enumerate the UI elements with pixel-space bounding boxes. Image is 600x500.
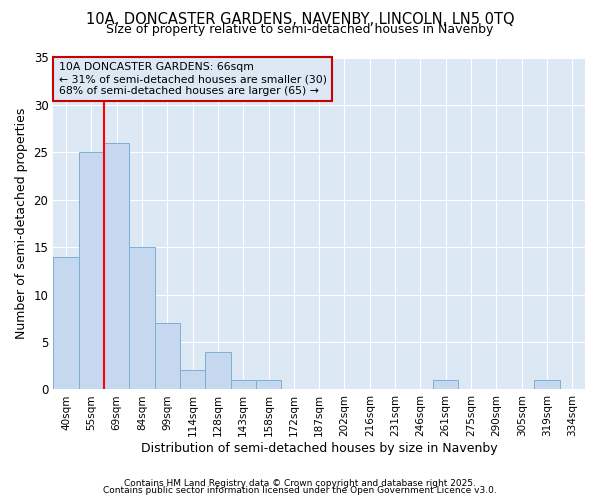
- Bar: [256, 380, 281, 390]
- Bar: [433, 380, 458, 390]
- Text: Contains HM Land Registry data © Crown copyright and database right 2025.: Contains HM Land Registry data © Crown c…: [124, 478, 476, 488]
- X-axis label: Distribution of semi-detached houses by size in Navenby: Distribution of semi-detached houses by …: [141, 442, 497, 455]
- Bar: [205, 352, 230, 390]
- Bar: [535, 380, 560, 390]
- Bar: [129, 247, 155, 390]
- Bar: [104, 143, 129, 390]
- Text: 10A DONCASTER GARDENS: 66sqm
← 31% of semi-detached houses are smaller (30)
68% : 10A DONCASTER GARDENS: 66sqm ← 31% of se…: [59, 62, 326, 96]
- Bar: [79, 152, 104, 390]
- Bar: [155, 323, 180, 390]
- Text: Contains public sector information licensed under the Open Government Licence v3: Contains public sector information licen…: [103, 486, 497, 495]
- Text: 10A, DONCASTER GARDENS, NAVENBY, LINCOLN, LN5 0TQ: 10A, DONCASTER GARDENS, NAVENBY, LINCOLN…: [86, 12, 514, 28]
- Bar: [180, 370, 205, 390]
- Text: Size of property relative to semi-detached houses in Navenby: Size of property relative to semi-detach…: [106, 24, 494, 36]
- Y-axis label: Number of semi-detached properties: Number of semi-detached properties: [15, 108, 28, 339]
- Bar: [53, 256, 79, 390]
- Bar: [230, 380, 256, 390]
